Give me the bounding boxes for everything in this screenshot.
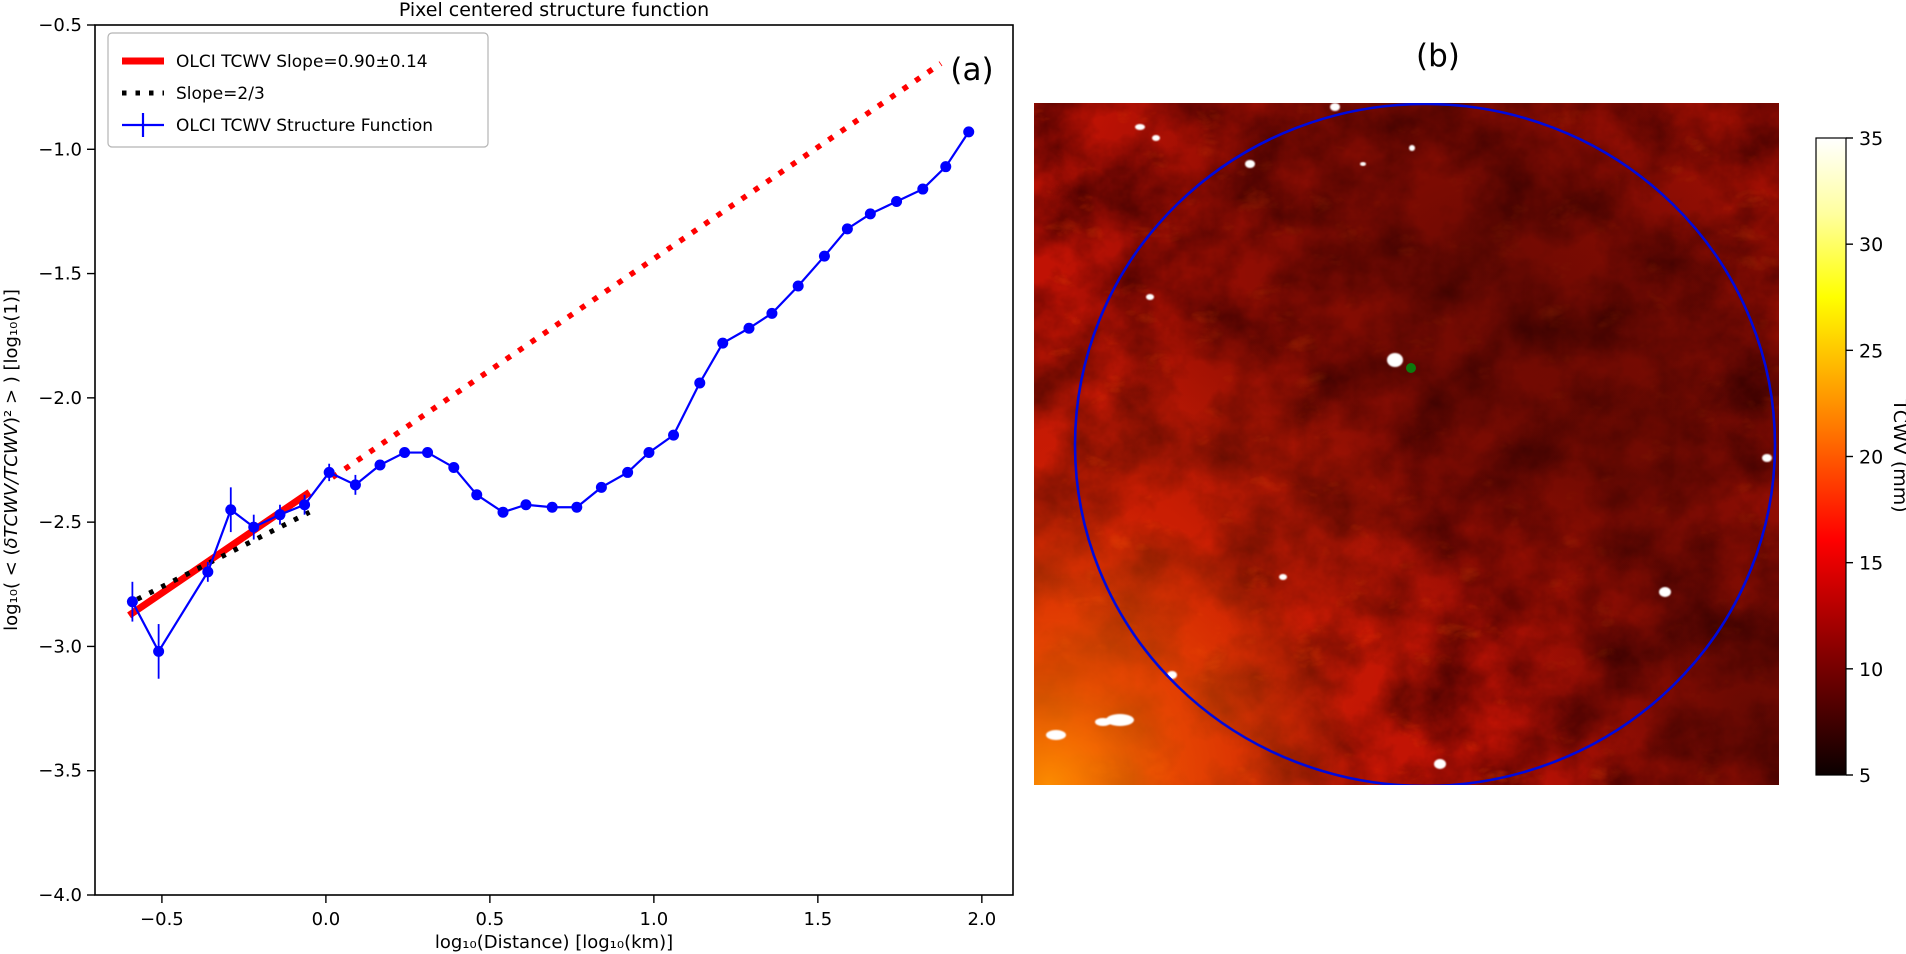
data-point-marker [792, 280, 804, 292]
colorbar: 35 30 25 20 15 10 5 TCWV (mm) [1815, 128, 1906, 787]
y-tick-label: −1.0 [38, 139, 82, 160]
cloud-blob [1330, 103, 1340, 111]
cloud-blob [1135, 124, 1145, 130]
data-point-marker [891, 195, 903, 207]
cloud-blob [1387, 353, 1403, 367]
data-point-marker [202, 566, 214, 578]
colorbar-tick-label: 15 [1859, 553, 1883, 575]
cloud-blob [1360, 162, 1366, 166]
cloud-blob [1245, 160, 1255, 168]
x-tick-label: 1.0 [640, 909, 669, 930]
data-point-marker [940, 161, 952, 173]
x-tick-label: 0.0 [312, 909, 341, 930]
colorbar-label: TCWV (mm) [1889, 398, 1906, 512]
panel-b-label: (b) [1416, 38, 1460, 74]
colorbar-tick-label: 5 [1859, 765, 1871, 787]
data-point-marker [818, 250, 830, 262]
data-point-marker [126, 596, 138, 608]
cloud-blob [1409, 145, 1415, 151]
data-point-marker [471, 489, 483, 501]
data-point-marker [571, 501, 583, 513]
colorbar-tick-label: 35 [1859, 128, 1883, 150]
x-tick-label: 0.5 [476, 909, 505, 930]
plot-frame [94, 24, 1014, 896]
cloud-blob [1106, 714, 1134, 726]
data-point-marker [668, 429, 680, 441]
legend-label: Slope=2/3 [176, 84, 265, 104]
structure-function-chart: Pixel centered structure function −0.5 0.0… [1, 0, 1014, 953]
data-point-marker [399, 447, 411, 459]
legend: OLCI TCWV Slope=0.90±0.14 Slope=2/3 OLCI T… [107, 32, 489, 148]
data-point-marker [643, 447, 655, 459]
cloud-blob [1279, 574, 1287, 580]
y-tick-label: −4.0 [38, 885, 82, 906]
data-point-marker [153, 645, 165, 657]
y-tick-label: −3.0 [38, 636, 82, 657]
panel-a-label: (a) [950, 52, 993, 88]
data-point-marker [422, 447, 434, 459]
analysis-circle [1073, 103, 1777, 785]
colorbar-tick-label: 20 [1859, 447, 1883, 469]
data-point-marker [694, 377, 706, 389]
y-axis-label: log₁₀( < (δTCWV/TCWV)² > ) [log₁₀(1)] [1, 289, 22, 631]
x-tick-label: −0.5 [140, 909, 184, 930]
x-tick-label: 1.5 [804, 909, 833, 930]
y-tick-label: −1.5 [38, 264, 82, 285]
data-point-marker [546, 501, 558, 513]
center-pixel-dot [1406, 363, 1416, 373]
data-point-marker [299, 499, 311, 511]
legend-label: OLCI TCWV Structure Function [176, 116, 433, 136]
cloud-blob [1146, 294, 1154, 300]
data-point-marker [374, 459, 386, 471]
cloud-blob [1434, 759, 1446, 769]
data-point-marker [225, 504, 237, 516]
legend-box [107, 32, 489, 148]
legend-label: OLCI TCWV Slope=0.90±0.14 [176, 52, 428, 72]
colorbar-tick-label: 25 [1859, 340, 1883, 362]
y-tick-label: −2.5 [38, 512, 82, 533]
colorbar-tick-label: 30 [1859, 234, 1883, 256]
data-point-marker [323, 466, 335, 478]
colorbar-gradient [1815, 137, 1847, 776]
y-tick-label: −0.5 [38, 15, 82, 36]
data-point-marker [622, 466, 634, 478]
data-point-marker [497, 506, 509, 518]
x-axis-label: log₁₀(Distance) [log₁₀(km)] [435, 932, 673, 953]
y-tick-label: −2.0 [38, 388, 82, 409]
fit-line-dotted [330, 61, 943, 480]
x-tick-label: 2.0 [968, 909, 997, 930]
data-point-marker [917, 183, 929, 195]
data-point-marker [963, 126, 975, 138]
cloud-blob [1046, 730, 1066, 740]
y-tick-label: −3.5 [38, 761, 82, 782]
data-point-marker [349, 479, 361, 491]
data-point-marker [274, 509, 286, 521]
chart-title: Pixel centered structure function [399, 0, 709, 21]
data-point-marker [766, 307, 778, 319]
data-point-marker [864, 208, 876, 220]
data-point-marker [448, 461, 460, 473]
map-warm-region-corner [1034, 103, 1779, 785]
tcwv-map [1034, 103, 1779, 785]
reference-slope-line [136, 509, 311, 602]
data-point-marker [248, 521, 260, 533]
data-point-marker [743, 322, 755, 334]
cloud-blob [1762, 454, 1772, 462]
cloud-blob [1152, 135, 1160, 141]
data-point-marker [520, 499, 532, 511]
data-point-marker [841, 223, 853, 235]
colorbar-tick-label: 10 [1859, 659, 1883, 681]
structure-function-line [131, 131, 970, 654]
data-point-marker [595, 481, 607, 493]
cloud-blob [1659, 587, 1671, 597]
data-point-marker [717, 337, 729, 349]
